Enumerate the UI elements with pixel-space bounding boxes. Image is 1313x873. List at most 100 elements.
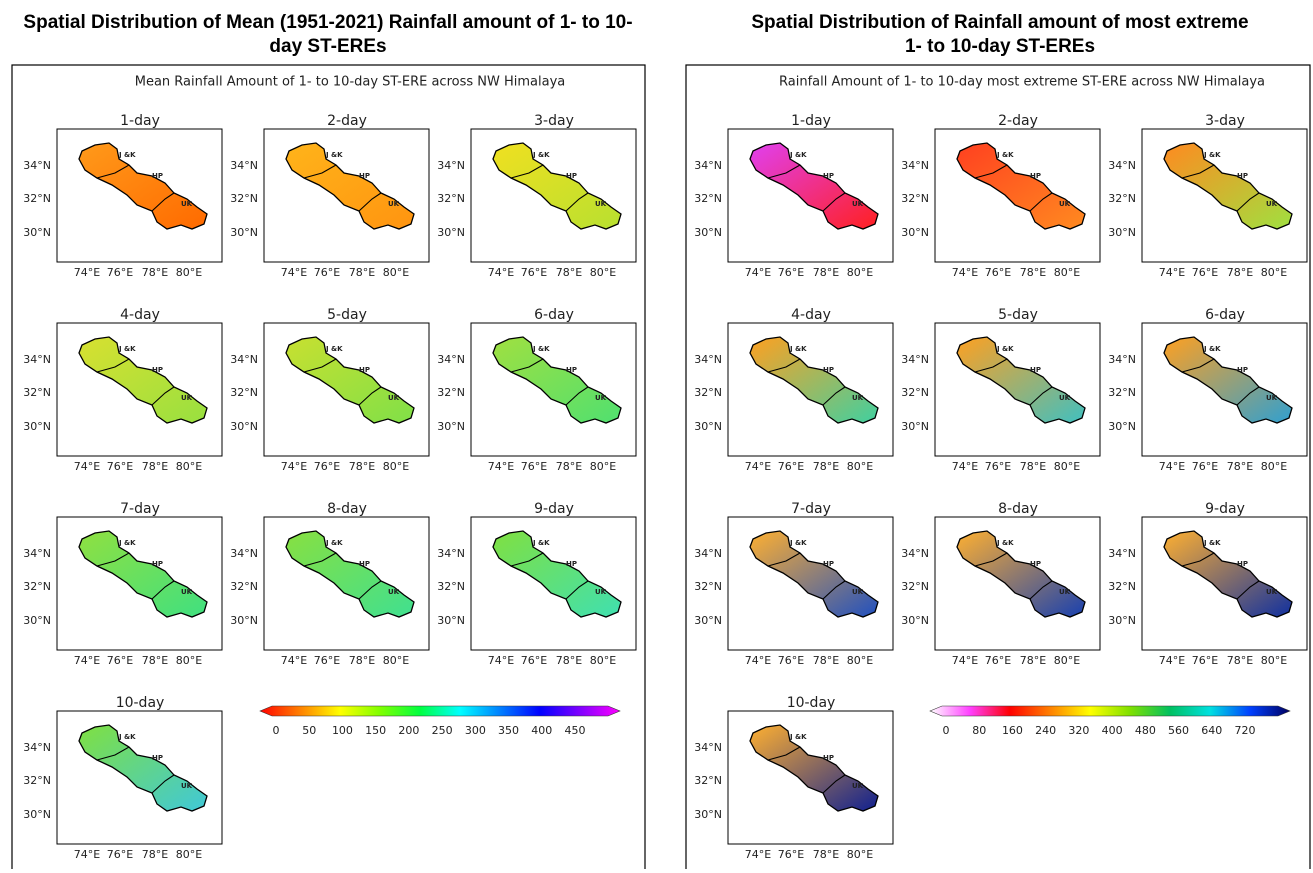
state-border bbox=[822, 386, 846, 406]
lat-label: 34°N bbox=[694, 741, 722, 754]
lon-label: 74°E bbox=[488, 654, 514, 667]
lon-label: 80°E bbox=[1261, 266, 1287, 279]
lon-label: 74°E bbox=[952, 266, 978, 279]
region-map bbox=[285, 142, 415, 230]
state-border bbox=[510, 552, 544, 567]
lon-label: 78°E bbox=[142, 266, 168, 279]
map-label: 7-day bbox=[791, 501, 831, 517]
lon-label: 74°E bbox=[74, 654, 100, 667]
state-border bbox=[767, 746, 801, 761]
lon-label: 76°E bbox=[985, 460, 1011, 473]
state-border bbox=[151, 580, 175, 600]
state-border bbox=[1181, 358, 1215, 373]
lon-label: 76°E bbox=[778, 848, 804, 861]
region-map bbox=[749, 142, 879, 230]
lat-label: 30°N bbox=[23, 420, 51, 433]
map-label: 4-day bbox=[120, 307, 160, 323]
region-label: J &K bbox=[325, 151, 343, 159]
lat-label: 30°N bbox=[694, 614, 722, 627]
lon-label: 74°E bbox=[488, 460, 514, 473]
lon-label: 74°E bbox=[1159, 266, 1185, 279]
lon-label: 74°E bbox=[281, 266, 307, 279]
region-label: UK bbox=[388, 394, 400, 402]
lat-label: 32°N bbox=[437, 580, 465, 593]
lat-label: 32°N bbox=[23, 192, 51, 205]
colorbar-tick-label: 0 bbox=[273, 724, 280, 737]
colorbar-tick-label: 250 bbox=[432, 724, 453, 737]
map: 2-day J &K HP UK 34°N 32°N 30°N 74°E 76°E 78°E 80°… bbox=[230, 113, 430, 279]
colorbar-tick-label: 400 bbox=[531, 724, 552, 737]
state-border bbox=[1236, 386, 1260, 406]
lon-label: 78°E bbox=[349, 266, 375, 279]
lon-label: 80°E bbox=[1054, 654, 1080, 667]
state-border bbox=[96, 358, 130, 373]
region-map bbox=[1163, 142, 1293, 230]
region-label: J &K bbox=[118, 539, 136, 547]
lat-label: 34°N bbox=[1108, 159, 1136, 172]
map: 9-day J &K HP UK 34°N 32°N 30°N 74°E 76°E 78°E 80°… bbox=[1108, 501, 1308, 667]
lon-label: 80°E bbox=[1054, 266, 1080, 279]
region-label: UK bbox=[181, 394, 193, 402]
region-label: J &K bbox=[532, 345, 550, 353]
lat-label: 32°N bbox=[694, 192, 722, 205]
lat-label: 30°N bbox=[437, 614, 465, 627]
lat-label: 30°N bbox=[437, 226, 465, 239]
region-label: HP bbox=[566, 560, 577, 568]
lat-label: 34°N bbox=[230, 159, 258, 172]
lon-label: 78°E bbox=[813, 460, 839, 473]
region-label: J &K bbox=[325, 539, 343, 547]
map-label: 5-day bbox=[998, 307, 1038, 323]
region-label: J &K bbox=[1203, 345, 1221, 353]
lat-label: 32°N bbox=[1108, 192, 1136, 205]
lon-label: 76°E bbox=[521, 460, 547, 473]
lon-label: 74°E bbox=[74, 266, 100, 279]
region-label: UK bbox=[595, 200, 607, 208]
region-label: HP bbox=[1030, 366, 1041, 374]
region-label: J &K bbox=[532, 539, 550, 547]
lon-label: 80°E bbox=[176, 266, 202, 279]
lat-label: 30°N bbox=[230, 420, 258, 433]
lon-label: 78°E bbox=[142, 848, 168, 861]
lon-label: 74°E bbox=[1159, 654, 1185, 667]
lat-label: 34°N bbox=[230, 547, 258, 560]
lon-label: 80°E bbox=[590, 460, 616, 473]
state-border bbox=[1029, 192, 1053, 212]
colorbar-tick-label: 320 bbox=[1068, 724, 1089, 737]
lon-label: 80°E bbox=[383, 266, 409, 279]
state-border bbox=[510, 164, 544, 179]
map: 1-day J &K HP UK 34°N 32°N 30°N 74°E 76°E 78°E 80°… bbox=[23, 113, 223, 279]
map: 9-day J &K HP UK 34°N 32°N 30°N 74°E 76°E 78°E 80°… bbox=[437, 501, 637, 667]
colorbar bbox=[929, 705, 1291, 717]
state-border bbox=[1029, 580, 1053, 600]
map-label: 4-day bbox=[791, 307, 831, 323]
panel-frame bbox=[685, 64, 1311, 873]
region-map bbox=[1163, 336, 1293, 424]
lon-label: 76°E bbox=[778, 654, 804, 667]
region-label: J &K bbox=[996, 345, 1014, 353]
lon-label: 78°E bbox=[556, 460, 582, 473]
colorbar-tick-label: 100 bbox=[332, 724, 353, 737]
lat-label: 30°N bbox=[694, 226, 722, 239]
lat-label: 30°N bbox=[901, 420, 929, 433]
lat-label: 30°N bbox=[23, 614, 51, 627]
state-border bbox=[822, 774, 846, 794]
state-border bbox=[1236, 192, 1260, 212]
lat-label: 32°N bbox=[1108, 580, 1136, 593]
lon-label: 78°E bbox=[1020, 460, 1046, 473]
lon-label: 74°E bbox=[952, 654, 978, 667]
map: 7-day J &K HP UK 34°N 32°N 30°N 74°E 76°E 78°E 80°… bbox=[23, 501, 223, 667]
lon-label: 74°E bbox=[74, 848, 100, 861]
region-label: HP bbox=[823, 366, 834, 374]
region-label: J &K bbox=[118, 345, 136, 353]
map-label: 5-day bbox=[327, 307, 367, 323]
state-border bbox=[1181, 164, 1215, 179]
region-label: J &K bbox=[789, 151, 807, 159]
lat-label: 30°N bbox=[23, 808, 51, 821]
map-label: 9-day bbox=[1205, 501, 1245, 517]
lat-label: 32°N bbox=[901, 192, 929, 205]
map-label: 10-day bbox=[116, 695, 165, 711]
region-label: J &K bbox=[118, 733, 136, 741]
lat-label: 34°N bbox=[901, 159, 929, 172]
lon-label: 74°E bbox=[281, 460, 307, 473]
